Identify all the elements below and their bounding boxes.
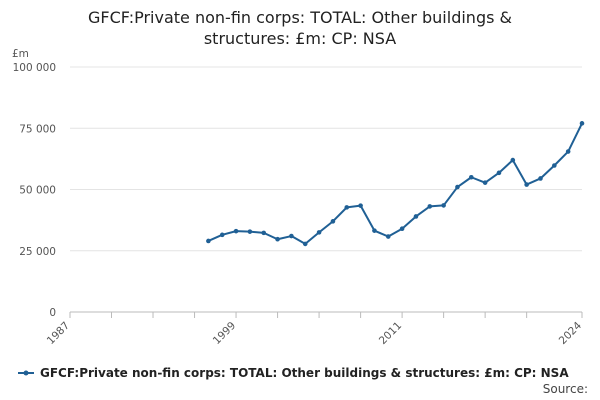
x-tick-label: 1987 (45, 320, 72, 347)
data-point[interactable] (468, 174, 474, 180)
data-point[interactable] (344, 205, 350, 210)
data-series[interactable] (206, 121, 585, 247)
y-axis-unit-label: £m (12, 48, 29, 60)
data-point[interactable] (358, 203, 363, 208)
x-axis-ticks: 1987 1999 2011 2024 (45, 312, 585, 347)
data-point[interactable] (316, 230, 322, 235)
y-tick-label: 100 000 (13, 62, 56, 74)
chart-title-line-1: GFCF:Private non-fin corps: TOTAL: Other… (88, 8, 512, 27)
data-point[interactable] (510, 157, 516, 163)
data-point[interactable] (261, 230, 267, 236)
data-point[interactable] (482, 180, 488, 185)
legend-marker-swatch (23, 370, 29, 376)
data-point[interactable] (524, 182, 529, 187)
data-point[interactable] (565, 149, 571, 154)
data-point[interactable] (219, 232, 225, 238)
chart-title: GFCF:Private non-fin corps: TOTAL: Other… (88, 8, 512, 48)
data-point[interactable] (330, 219, 336, 224)
data-point[interactable] (385, 234, 391, 239)
data-point[interactable] (289, 233, 294, 239)
grid-lines (70, 66, 582, 252)
data-point[interactable] (427, 204, 433, 209)
data-point[interactable] (206, 238, 211, 244)
data-point[interactable] (372, 228, 377, 233)
data-point[interactable] (413, 214, 419, 219)
data-point[interactable] (496, 170, 502, 176)
y-tick-label: 75 000 (19, 123, 56, 135)
data-point[interactable] (579, 121, 585, 126)
x-tick-label: 2024 (557, 319, 585, 347)
y-axis-ticks: 0 25 000 50 000 75 000 100 000 (13, 62, 56, 319)
y-tick-label: 0 (49, 307, 56, 319)
x-tick-label: 2011 (377, 320, 404, 347)
chart-title-line-2: structures: £m: CP: NSA (204, 29, 396, 48)
data-point[interactable] (552, 163, 557, 168)
data-point[interactable] (233, 228, 239, 234)
legend[interactable]: GFCF:Private non-fin corps: TOTAL: Other… (18, 366, 569, 380)
y-tick-label: 50 000 (19, 185, 56, 197)
source-label: Source: (543, 382, 588, 396)
data-point[interactable] (538, 176, 543, 181)
series-line[interactable] (207, 122, 583, 245)
legend-label[interactable]: GFCF:Private non-fin corps: TOTAL: Other… (40, 366, 569, 380)
x-tick-label: 1999 (211, 320, 238, 347)
data-point[interactable] (399, 226, 405, 231)
data-point[interactable] (455, 184, 460, 190)
data-point[interactable] (247, 229, 253, 234)
y-tick-label: 25 000 (19, 246, 56, 258)
data-point[interactable] (302, 241, 308, 247)
data-point[interactable] (275, 236, 280, 242)
data-point[interactable] (441, 203, 446, 208)
